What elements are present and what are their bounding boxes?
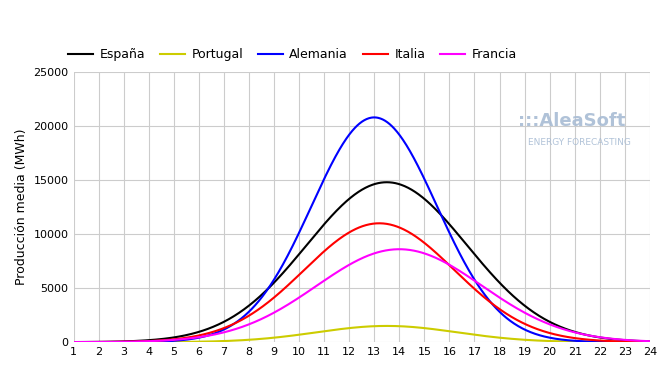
Y-axis label: Producción media (MWh): Producción media (MWh) bbox=[15, 129, 28, 285]
Legend: España, Portugal, Alemania, Italia, Francia: España, Portugal, Alemania, Italia, Fran… bbox=[63, 43, 522, 66]
Text: :::AleaSoft: :::AleaSoft bbox=[518, 112, 626, 130]
Text: ENERGY FORECASTING: ENERGY FORECASTING bbox=[528, 138, 631, 147]
